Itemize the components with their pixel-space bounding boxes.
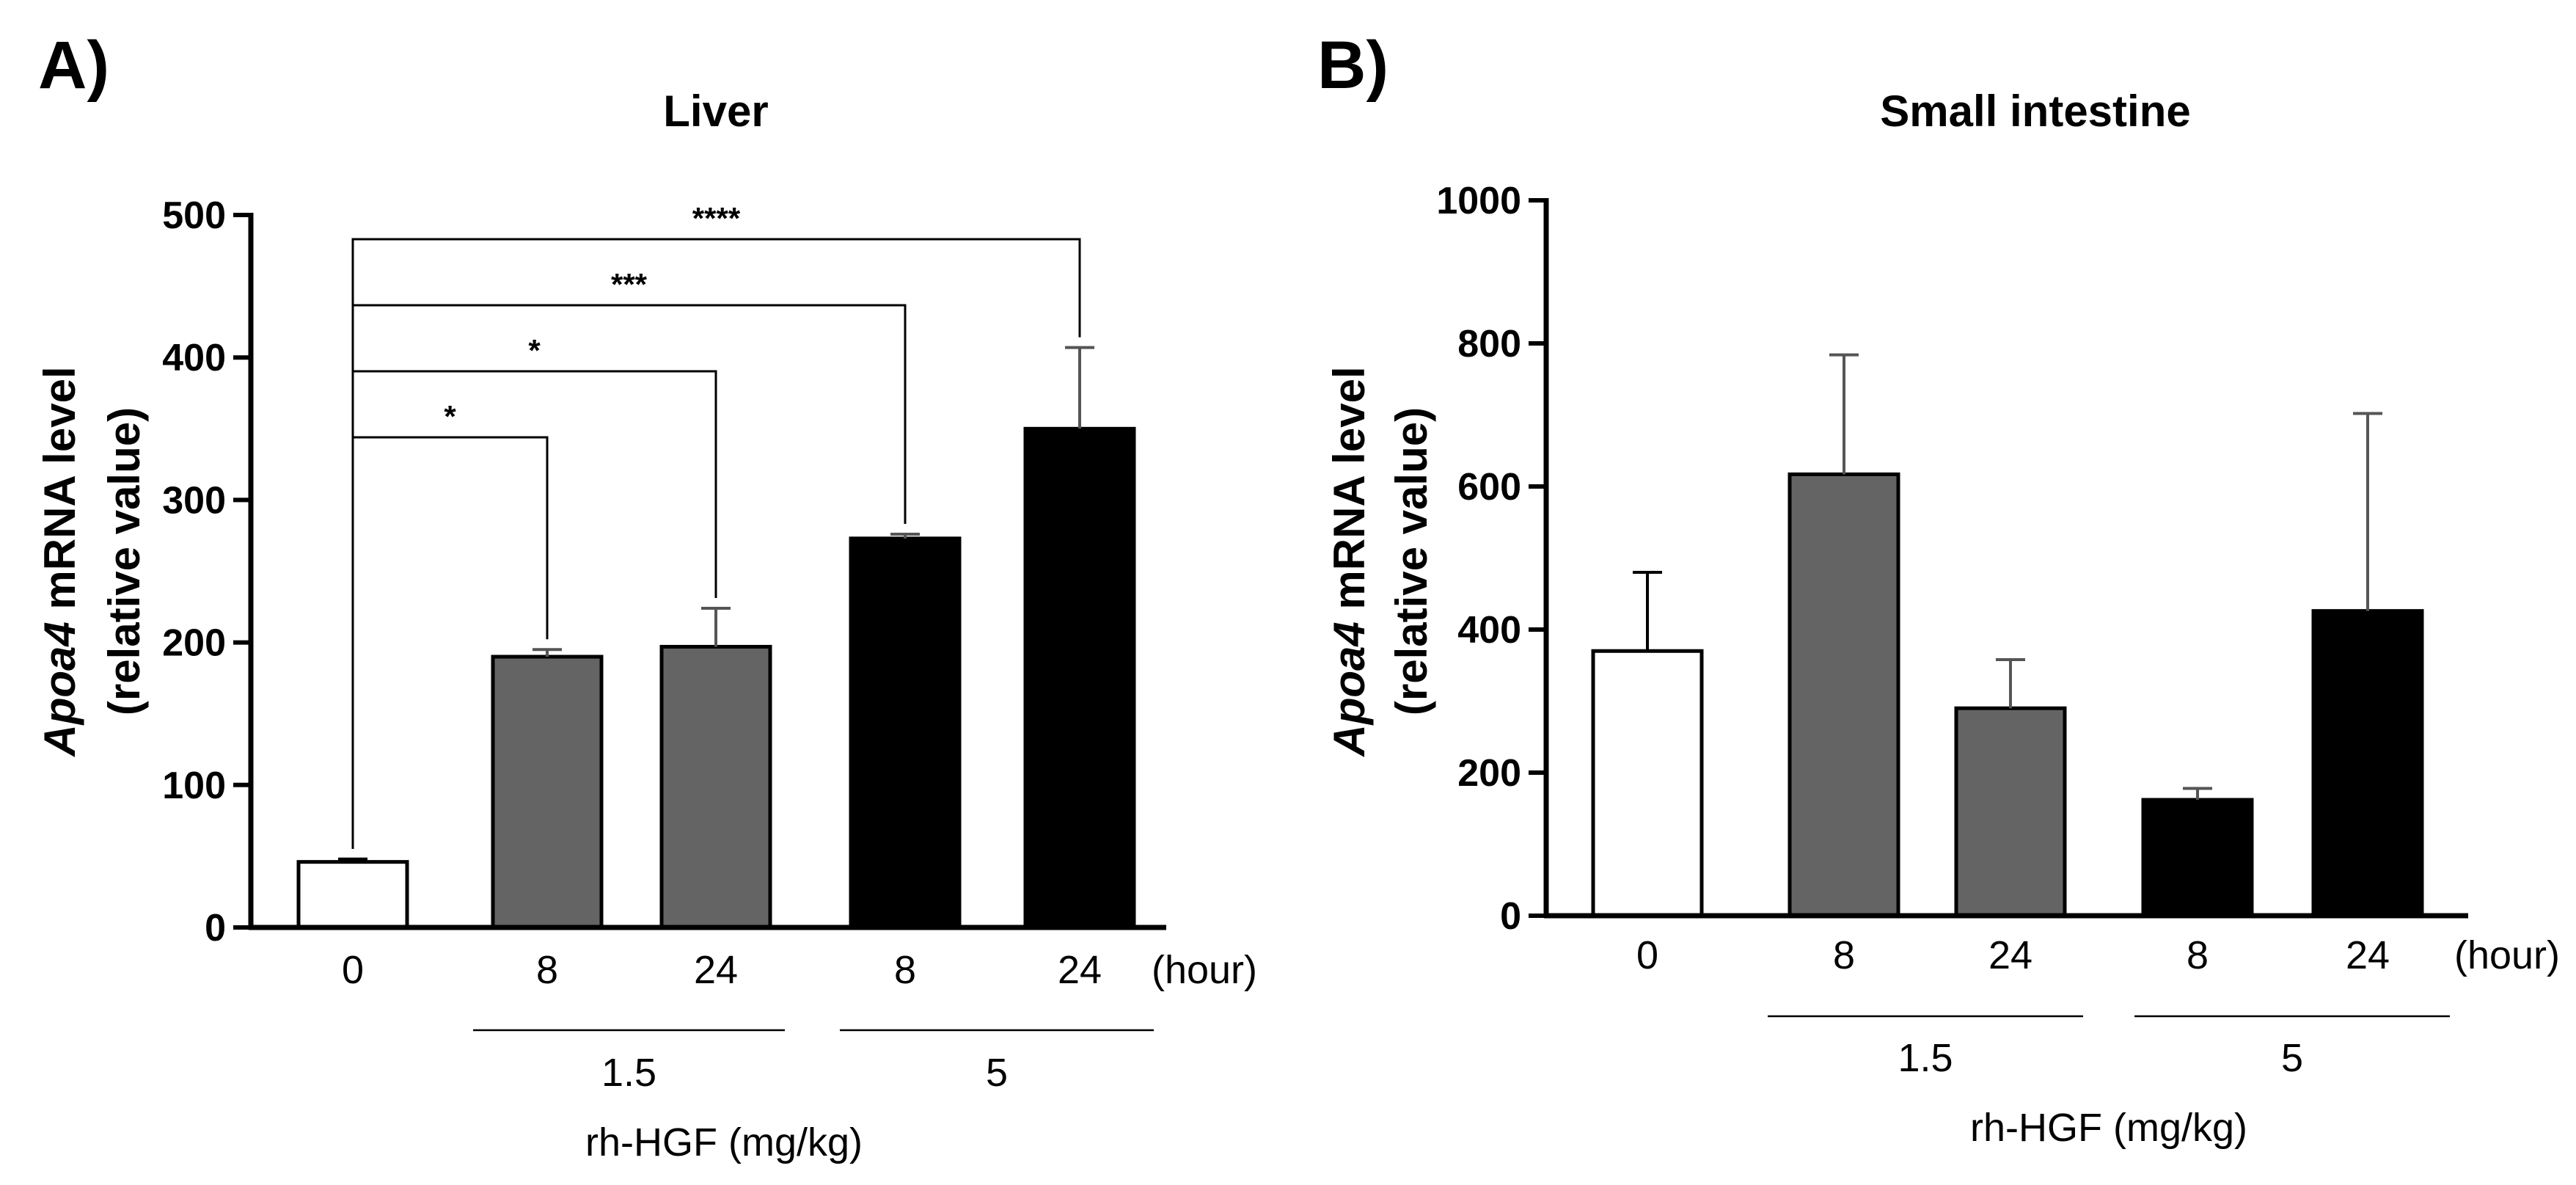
bar-1 xyxy=(1788,472,1900,918)
x-tick-label-0: 0 xyxy=(342,948,364,992)
bar-2 xyxy=(659,644,772,930)
group-label-0: 1.5 xyxy=(601,1051,656,1095)
group-label-1: 5 xyxy=(986,1051,1008,1095)
y-tick-label-5: 500 xyxy=(162,194,226,237)
significance-label-2: *** xyxy=(611,267,648,302)
bar-1 xyxy=(491,655,604,930)
significance-bracket-3 xyxy=(351,238,1081,849)
x-tick-label-3: 8 xyxy=(2187,933,2209,977)
bar-3 xyxy=(849,536,962,930)
bar-0 xyxy=(296,860,409,930)
panel-label: A) xyxy=(38,28,109,103)
y-tick-label-4: 400 xyxy=(162,337,226,379)
x-axis-title: rh-HGF (mg/kg) xyxy=(1970,1106,2247,1150)
y-tick-label-5: 1000 xyxy=(1436,180,1521,222)
bar-4 xyxy=(2311,609,2424,918)
y-tick-label-2: 400 xyxy=(1457,609,1521,652)
bar-3 xyxy=(2141,798,2254,918)
significance-bracket-2 xyxy=(351,304,907,849)
x-tick-label-0: 0 xyxy=(1636,933,1658,977)
y-axis-label-rest: mRNA level xyxy=(35,366,84,621)
bar-0 xyxy=(1591,649,1704,918)
x-tick-label-4: 24 xyxy=(1058,948,1102,992)
y-axis-label-gene: Apoa4 xyxy=(35,621,84,757)
x-tick-label-1: 8 xyxy=(536,948,558,992)
x-tick-label-4: 24 xyxy=(2346,933,2390,977)
y-tick-label-4: 800 xyxy=(1457,323,1521,365)
panel-label: B) xyxy=(1317,28,1388,103)
y-tick-label-3: 600 xyxy=(1457,466,1521,508)
significance-label-0: * xyxy=(444,399,456,434)
y-tick-label-0: 0 xyxy=(205,907,226,949)
y-tick-label-3: 300 xyxy=(162,479,226,522)
chart-title: Liver xyxy=(663,87,768,136)
x-unit-label: (hour) xyxy=(1152,948,1257,992)
panel-b-small-intestine: B) Small intestine Apoa4 mRNA level (rel… xyxy=(1317,28,2560,1150)
group-label-0: 1.5 xyxy=(1898,1036,1953,1080)
chart-title: Small intestine xyxy=(1880,87,2190,136)
significance-label-3: **** xyxy=(692,201,741,236)
y-axis-label-rest: mRNA level xyxy=(1325,366,1374,621)
group-label-1: 5 xyxy=(2281,1036,2303,1080)
significance-label-1: * xyxy=(528,333,541,368)
x-tick-label-3: 8 xyxy=(894,948,916,992)
y-axis-label: Apoa4 mRNA level xyxy=(1325,366,1374,757)
panel-a-liver: A) Liver Apoa4 mRNA level (relative valu… xyxy=(35,28,1257,1164)
y-axis-label-line2: (relative value) xyxy=(100,407,149,715)
y-tick-label-0: 0 xyxy=(1500,895,1521,938)
bar-4 xyxy=(1023,426,1136,930)
y-axis-label: Apoa4 mRNA level xyxy=(35,366,84,757)
y-tick-label-1: 200 xyxy=(1457,752,1521,795)
y-tick-label-1: 100 xyxy=(162,765,226,807)
x-unit-label: (hour) xyxy=(2454,933,2560,977)
y-tick-label-2: 200 xyxy=(162,622,226,665)
bar-2 xyxy=(1954,706,2067,918)
y-axis-label-line2: (relative value) xyxy=(1387,407,1436,715)
x-tick-label-2: 24 xyxy=(694,948,738,992)
x-tick-label-1: 8 xyxy=(1833,933,1855,977)
x-axis-title: rh-HGF (mg/kg) xyxy=(585,1120,863,1164)
y-axis-label-gene: Apoa4 xyxy=(1325,621,1374,757)
x-tick-label-2: 24 xyxy=(1988,933,2032,977)
